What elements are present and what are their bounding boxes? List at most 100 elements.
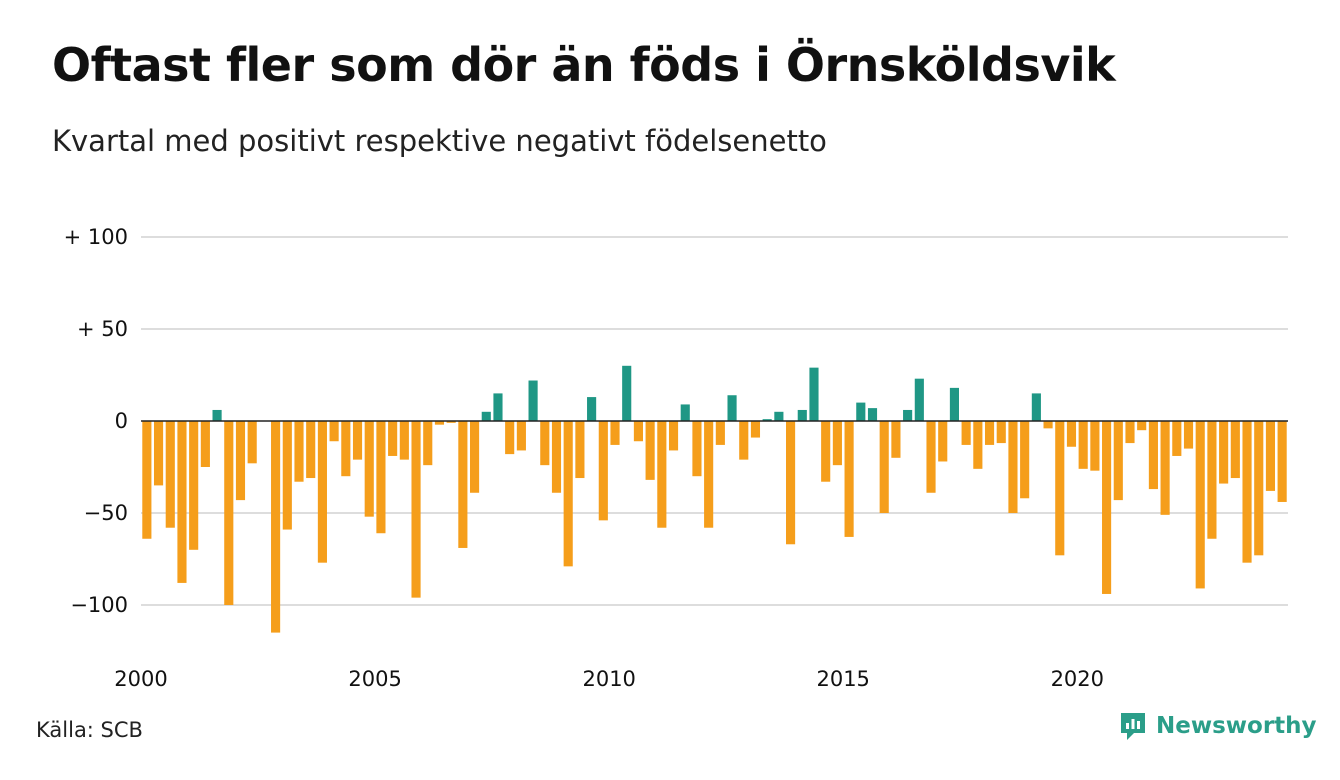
bar xyxy=(364,421,374,517)
bar xyxy=(891,421,901,458)
bar xyxy=(282,421,292,530)
bar xyxy=(341,421,351,477)
bar xyxy=(879,421,889,513)
y-tick-label: + 50 xyxy=(77,317,128,341)
bar xyxy=(1066,421,1077,447)
bar xyxy=(271,421,281,633)
bar xyxy=(633,421,643,442)
bar xyxy=(1008,421,1018,513)
bar xyxy=(715,421,725,445)
bar xyxy=(645,421,655,480)
bar xyxy=(1242,421,1252,563)
bar xyxy=(1172,421,1182,456)
y-tick-label: + 100 xyxy=(64,225,128,249)
bar xyxy=(399,421,409,460)
bar xyxy=(1219,421,1229,484)
newsworthy-logo-icon xyxy=(1121,713,1145,740)
bar xyxy=(1043,421,1053,429)
bar xyxy=(774,411,784,421)
bar xyxy=(996,421,1006,444)
bar xyxy=(973,421,983,469)
bar xyxy=(540,421,550,466)
bar xyxy=(142,421,152,539)
bar-chart: + 100 + 50 0 −50 −100 2000 2005 2010 2015 2020 xyxy=(64,225,1288,691)
bar xyxy=(856,402,866,421)
bar xyxy=(411,421,421,598)
bar xyxy=(750,421,761,438)
bar xyxy=(903,409,913,421)
bar xyxy=(200,421,210,467)
chart-subtitle: Kvartal med positivt respektive negativt… xyxy=(52,124,827,158)
bar xyxy=(739,421,749,460)
bar xyxy=(224,421,234,605)
bar xyxy=(516,421,526,451)
y-tick-label: 0 xyxy=(115,409,128,433)
bar xyxy=(1254,421,1264,556)
bars xyxy=(142,365,1287,633)
bar xyxy=(1102,421,1112,594)
bar xyxy=(352,421,363,460)
bar xyxy=(235,421,246,501)
bar xyxy=(926,421,936,493)
x-tick-label: 2015 xyxy=(816,667,869,691)
bar xyxy=(493,393,503,421)
bar xyxy=(294,421,304,482)
bar xyxy=(914,378,924,421)
x-tick-label: 2010 xyxy=(582,667,635,691)
x-tick-label: 2005 xyxy=(348,667,401,691)
bar xyxy=(551,421,562,493)
bar xyxy=(376,421,386,534)
bar xyxy=(949,387,959,421)
bar xyxy=(1277,421,1287,502)
bar xyxy=(1183,421,1194,449)
x-tick-label: 2000 xyxy=(114,667,167,691)
bar xyxy=(1055,421,1065,556)
bar xyxy=(1265,421,1276,491)
bar xyxy=(762,419,772,421)
bar xyxy=(575,421,585,479)
bar xyxy=(1195,421,1205,589)
bar xyxy=(1137,421,1147,431)
bar xyxy=(657,421,667,528)
bar xyxy=(165,421,175,528)
bar xyxy=(610,421,620,445)
x-tick-label: 2020 xyxy=(1051,667,1104,691)
bar xyxy=(1113,421,1123,501)
bar xyxy=(938,421,948,462)
y-tick-label: −50 xyxy=(84,501,128,525)
bar xyxy=(1090,421,1100,471)
chart-title: Oftast fler som dör än föds i Örnsköldsv… xyxy=(52,38,1116,92)
bar xyxy=(458,421,468,548)
x-axis-labels: 2000 2005 2010 2015 2020 xyxy=(114,667,1104,691)
bar xyxy=(177,421,187,583)
bar xyxy=(821,421,831,482)
y-tick-label: −100 xyxy=(70,593,128,617)
bar xyxy=(680,404,690,421)
brand-name: Newsworthy xyxy=(1156,713,1317,739)
bar xyxy=(692,421,702,477)
bar xyxy=(961,421,971,445)
bar xyxy=(668,421,679,451)
bar xyxy=(1160,421,1170,515)
bar xyxy=(832,421,842,466)
bar xyxy=(727,395,737,421)
bar xyxy=(247,421,257,464)
bar xyxy=(867,408,878,421)
gridlines xyxy=(141,236,1288,606)
bar xyxy=(317,421,327,563)
bar xyxy=(446,421,456,423)
bar xyxy=(505,421,515,455)
bar xyxy=(1125,421,1135,444)
bar xyxy=(306,421,316,479)
bar xyxy=(329,421,339,442)
bar xyxy=(481,411,491,421)
bar xyxy=(1207,421,1217,539)
brand-logo[interactable]: Newsworthy xyxy=(1118,710,1317,742)
bar xyxy=(598,421,608,521)
bar xyxy=(470,421,480,493)
bar xyxy=(809,367,819,421)
y-axis-labels: + 100 + 50 0 −50 −100 xyxy=(64,225,128,617)
bar xyxy=(1230,421,1240,479)
bar xyxy=(844,421,854,537)
bar xyxy=(587,397,597,421)
